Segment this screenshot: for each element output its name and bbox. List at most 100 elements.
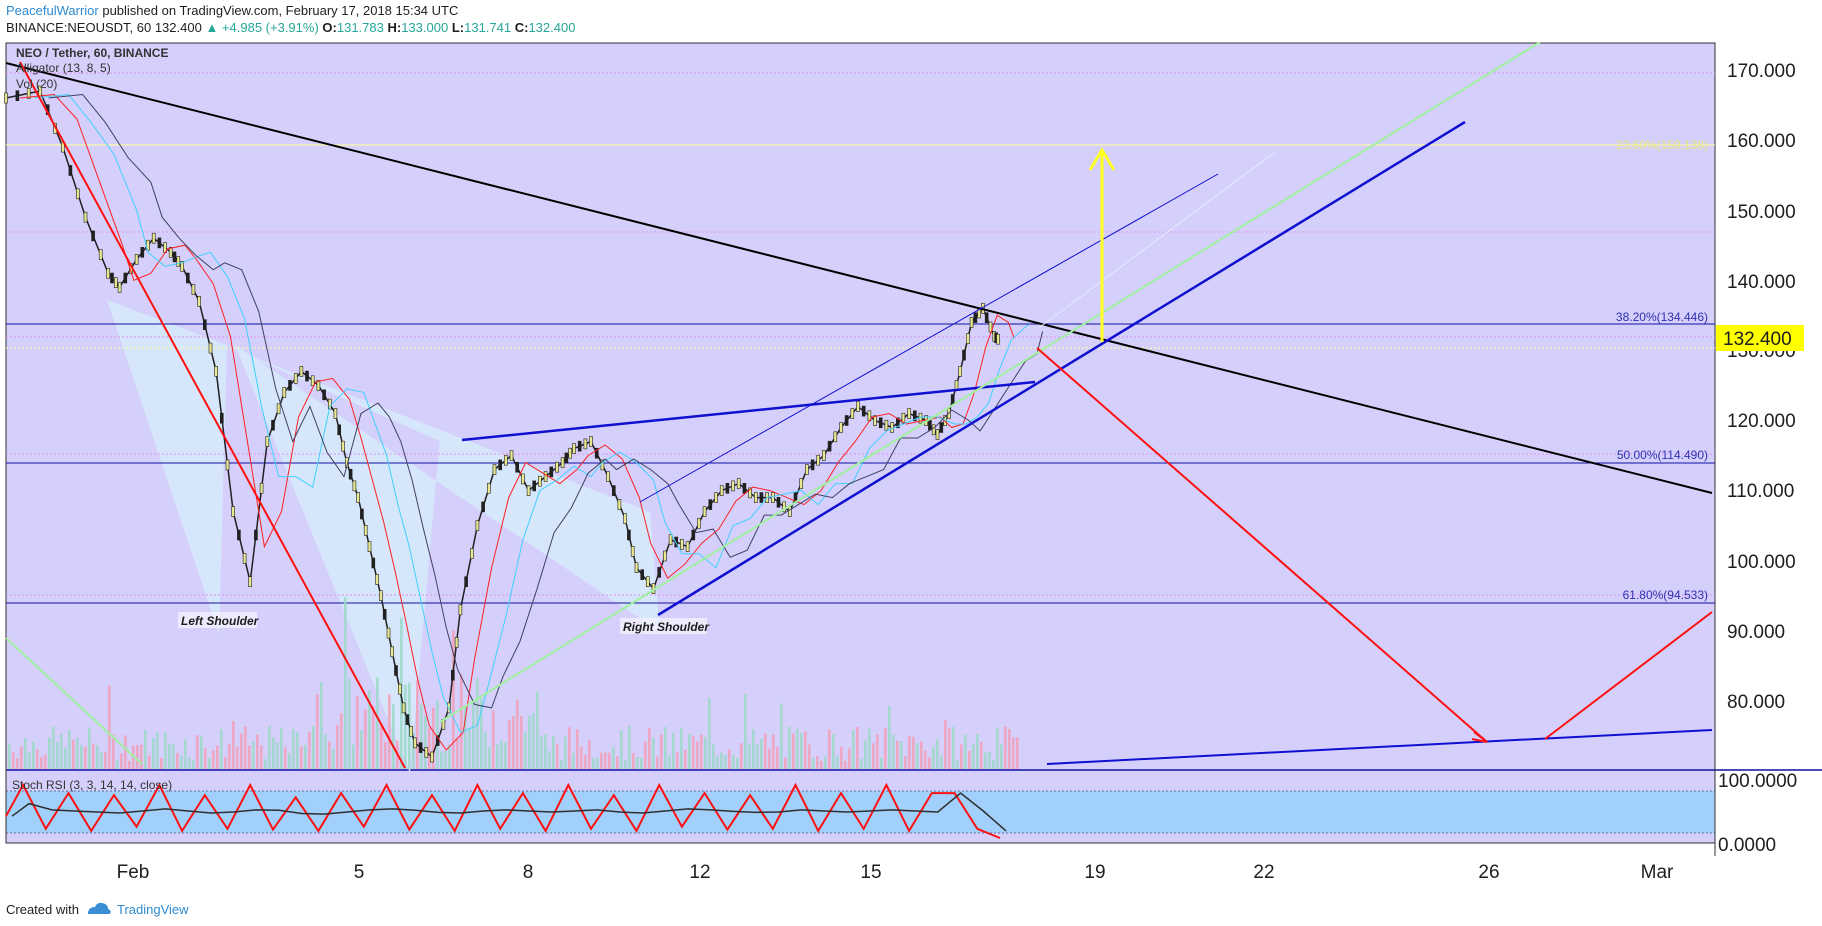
bottom-support[interactable] [1046,729,1713,765]
volume-bar [424,715,427,769]
volume-bar [32,741,35,769]
volume-bar [488,747,491,769]
left-shoulder-fill [107,300,227,634]
volume-bar [456,738,459,769]
volume-bar [888,705,891,769]
candle [282,387,287,398]
author-link[interactable]: PeacefulWarrior [6,3,99,18]
volume-bar [56,741,59,769]
candle [293,373,298,384]
candle [589,436,593,447]
candle [409,725,414,737]
candle [68,165,73,176]
y-tick: 100.000 [1727,552,1796,573]
candle [401,702,406,714]
candle [481,501,485,513]
volume-bar [68,730,71,769]
candle [861,405,866,417]
volume-bar [548,751,551,769]
volume-bar [608,752,611,769]
volume-bar [580,746,583,769]
candle [827,440,832,452]
volume-bar [860,758,863,769]
candle [469,548,474,560]
candle [203,319,207,331]
volume-bar [324,734,327,769]
candle [996,333,1000,345]
candle [123,272,128,284]
volume-bar [60,734,63,769]
candle [839,422,843,433]
price-chart[interactable]: 23.60%(159.138) 38.20%(134.446) 50.00%(1… [0,42,1822,896]
volume-bar [196,735,199,769]
candle [844,415,849,426]
candle [521,473,525,485]
candle [538,475,542,487]
volume-bar [700,734,703,769]
candle [988,321,993,333]
volume-bar [236,746,239,769]
descending-trendline[interactable] [5,62,1713,494]
volume-bar [628,726,631,769]
candle [515,461,520,473]
right-shoulder-label: Right Shoulder [623,620,710,634]
volume-bar [12,752,15,769]
red-rebound-line[interactable] [1544,611,1713,740]
volume-bar [344,597,347,769]
volume-bar [432,707,435,769]
candle [458,604,463,616]
candle [106,268,110,279]
volume-bar [600,752,603,769]
volume-bar [876,734,879,769]
volume-bar [688,734,691,769]
volume-bar [668,754,671,769]
volume-bar [560,760,563,769]
candle [583,438,588,450]
volume-bar [984,752,987,769]
candle [674,536,679,548]
volume-bar [116,760,119,769]
volume-bar [760,738,763,769]
candle [509,450,514,461]
candle [770,492,775,503]
candle [76,188,80,200]
candle [748,487,752,499]
volume-bar [908,736,911,769]
volume-bar [16,758,19,769]
volume-bar [804,731,807,769]
x-tick: Feb [117,862,150,883]
volume-bar [788,726,791,769]
volume-bar [48,737,51,769]
candle [822,450,826,461]
green-trendline[interactable] [439,42,1541,723]
volume-bar [416,680,419,769]
candle [503,454,508,466]
volume-bar [868,728,871,769]
volume-bar [376,677,379,769]
volume-bar [104,751,107,769]
tradingview-link[interactable]: TradingView [117,902,189,917]
volume-bar [520,715,523,769]
volume-bar [256,734,259,769]
volume-bar [128,760,131,769]
ascending-channel-top[interactable] [639,173,1219,503]
left-red-drop[interactable] [19,61,406,769]
volume-bar [848,748,851,769]
volume-bar [540,735,543,769]
volume-bar [152,737,155,769]
red-projection-arrow[interactable] [1036,347,1488,743]
volume-bar [176,752,179,769]
volume-bar [180,756,183,769]
volume-bar [956,760,959,769]
low-value: 131.741 [464,20,512,35]
volume-bar [96,745,99,769]
volume-bar [992,760,995,769]
neckline[interactable] [461,380,1036,442]
volume-bar [784,757,787,769]
candle [110,272,114,284]
volume-bars [8,597,1019,769]
volume-bar [816,756,819,769]
candle [248,576,252,588]
volume-bar [364,709,367,769]
volume-bar [620,730,623,769]
